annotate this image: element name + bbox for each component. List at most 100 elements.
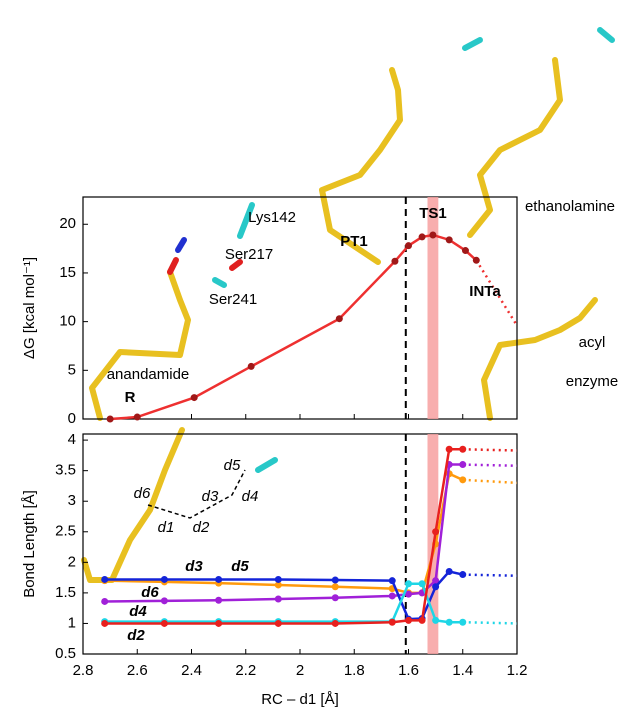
point bbox=[432, 617, 439, 624]
point bbox=[446, 446, 453, 453]
bond-chain bbox=[84, 430, 182, 580]
point bbox=[134, 414, 141, 421]
point bbox=[332, 583, 339, 590]
point bbox=[446, 236, 453, 243]
annotation: TS1 bbox=[419, 205, 447, 222]
annotation: Ser241 bbox=[209, 291, 257, 308]
point bbox=[275, 596, 282, 603]
annotation: acyl bbox=[579, 334, 606, 351]
annotation: d3 bbox=[202, 488, 219, 505]
y-tick-label: 20 bbox=[59, 215, 76, 232]
point bbox=[429, 231, 436, 238]
point bbox=[389, 592, 396, 599]
point bbox=[101, 598, 108, 605]
y-tick-label: 2 bbox=[68, 553, 76, 570]
point bbox=[275, 620, 282, 627]
annotation: enzyme bbox=[566, 373, 619, 390]
ts-band bbox=[427, 197, 438, 419]
figure: 05101520ΔG [kcal mol⁻¹]RanandamideLys142… bbox=[0, 0, 640, 713]
point bbox=[419, 617, 426, 624]
point bbox=[432, 528, 439, 535]
point bbox=[336, 315, 343, 322]
water bbox=[465, 40, 480, 48]
annotation: ethanolamine bbox=[525, 198, 615, 215]
annotation: d4 bbox=[242, 488, 259, 505]
series-extension bbox=[463, 449, 517, 450]
x-tick-label: 1.8 bbox=[344, 662, 365, 679]
x-tick-label: 2.2 bbox=[235, 662, 256, 679]
point bbox=[459, 461, 466, 468]
series-line bbox=[110, 235, 476, 419]
y-axis-label: Bond Length [Å] bbox=[21, 490, 38, 598]
point bbox=[332, 594, 339, 601]
annotation: d2 bbox=[193, 519, 210, 536]
y-tick-label: 0 bbox=[68, 410, 76, 427]
point bbox=[215, 576, 222, 583]
water bbox=[258, 460, 275, 470]
ser-residue bbox=[215, 280, 224, 285]
series-extension bbox=[463, 465, 517, 466]
atom bbox=[170, 260, 176, 272]
point bbox=[161, 576, 168, 583]
annotation: INTa bbox=[469, 283, 501, 300]
annotation: d1 bbox=[158, 519, 175, 536]
point bbox=[101, 620, 108, 627]
point bbox=[389, 619, 396, 626]
y-axis-label: ΔG [kcal mol⁻¹] bbox=[21, 257, 38, 359]
point bbox=[332, 577, 339, 584]
plot-frame bbox=[83, 197, 517, 419]
point bbox=[389, 577, 396, 584]
atom bbox=[178, 240, 184, 250]
point bbox=[419, 233, 426, 240]
y-tick-label: 10 bbox=[59, 313, 76, 330]
point bbox=[446, 619, 453, 626]
x-tick-label: 2.8 bbox=[73, 662, 94, 679]
point bbox=[107, 416, 114, 423]
annotation: Lys142 bbox=[248, 209, 296, 226]
point bbox=[446, 568, 453, 575]
series-label: d4 bbox=[129, 603, 147, 620]
y-tick-label: 1 bbox=[68, 614, 76, 631]
annotation: Ser217 bbox=[225, 246, 273, 263]
point bbox=[473, 257, 480, 264]
annotation: d5 bbox=[224, 457, 241, 474]
x-tick-label: 2.4 bbox=[181, 662, 202, 679]
annotation: d6 bbox=[134, 485, 151, 502]
point bbox=[459, 571, 466, 578]
point bbox=[191, 394, 198, 401]
y-tick-label: 0.5 bbox=[55, 645, 76, 662]
point bbox=[459, 446, 466, 453]
point bbox=[419, 580, 426, 587]
point bbox=[405, 242, 412, 249]
point bbox=[215, 597, 222, 604]
molecule-decor bbox=[84, 30, 612, 580]
y-tick-label: 3 bbox=[68, 492, 76, 509]
series-label: d5 bbox=[231, 558, 249, 575]
series-extension bbox=[463, 480, 517, 483]
point bbox=[459, 619, 466, 626]
annotation: PT1 bbox=[340, 233, 368, 250]
point bbox=[332, 620, 339, 627]
point bbox=[248, 363, 255, 370]
y-tick-label: 4 bbox=[68, 431, 76, 448]
y-tick-label: 3.5 bbox=[55, 462, 76, 479]
series-extension bbox=[463, 575, 517, 576]
point bbox=[459, 476, 466, 483]
y-tick-label: 2.5 bbox=[55, 523, 76, 540]
series-label: d2 bbox=[127, 627, 145, 644]
point bbox=[275, 576, 282, 583]
y-tick-label: 1.5 bbox=[55, 584, 76, 601]
water bbox=[600, 30, 612, 40]
series-extension bbox=[463, 622, 517, 623]
series-label: d3 bbox=[185, 558, 203, 575]
anandamide-chain bbox=[92, 272, 188, 418]
point bbox=[405, 580, 412, 587]
x-tick-label: 1.2 bbox=[507, 662, 528, 679]
series-label: d6 bbox=[141, 584, 159, 601]
point bbox=[391, 258, 398, 265]
point bbox=[462, 247, 469, 254]
x-tick-label: 1.6 bbox=[398, 662, 419, 679]
point bbox=[161, 597, 168, 604]
